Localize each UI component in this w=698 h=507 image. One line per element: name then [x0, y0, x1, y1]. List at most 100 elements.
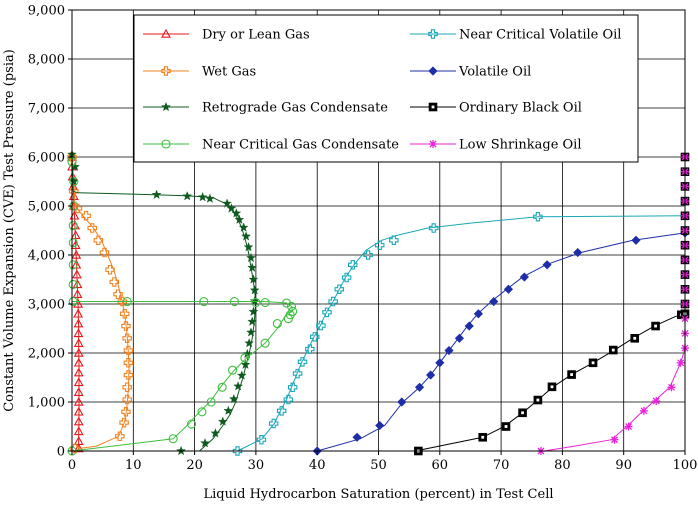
data-point-retrograde-gas-condensate — [231, 208, 242, 218]
legend-label: Low Shrinkage Oil — [459, 138, 582, 153]
data-point-near-critical-gas-condensate — [197, 407, 207, 417]
data-point-retrograde-gas-condensate — [240, 359, 251, 369]
legend-label: Dry or Lean Gas — [202, 28, 310, 43]
data-point-wet-gas — [123, 345, 134, 356]
series-volatile-oil — [312, 228, 690, 456]
data-point-ordinary-black-oil — [608, 345, 618, 355]
y-tick-label: 0 — [57, 445, 65, 460]
data-point-dry-or-lean-gas — [70, 240, 81, 249]
data-point-near-critical-volatile-oil — [322, 307, 332, 318]
data-point-dry-or-lean-gas — [73, 387, 84, 396]
data-point-retrograde-gas-condensate — [241, 231, 252, 241]
data-point-near-critical-gas-condensate — [228, 365, 238, 375]
legend-marker-near-critical-volatile-oil — [428, 29, 438, 39]
data-point-near-critical-gas-condensate — [283, 314, 293, 324]
data-point-dry-or-lean-gas — [73, 396, 84, 406]
data-point-near-critical-volatile-oil — [309, 332, 320, 342]
data-point-near-critical-volatile-oil — [232, 446, 243, 456]
data-point-retrograde-gas-condensate — [234, 214, 245, 224]
data-point-volatile-oil — [375, 420, 385, 431]
legend-marker-dry-or-lean-gas — [161, 28, 171, 38]
data-point-retrograde-gas-condensate — [182, 191, 193, 201]
data-point-volatile-oil — [473, 309, 483, 319]
data-point-dry-or-lean-gas — [73, 416, 84, 426]
data-point-dry-or-lean-gas — [73, 328, 84, 338]
y-tick-label: 2,000 — [28, 347, 65, 362]
data-point-low-shrinkage-oil — [667, 383, 676, 392]
data-point-near-critical-gas-condensate — [217, 382, 227, 392]
data-point-wet-gas — [72, 203, 83, 214]
data-point-volatile-oil — [503, 284, 514, 294]
data-point-retrograde-gas-condensate — [244, 338, 255, 348]
y-tick-label: 1,000 — [28, 396, 65, 411]
data-point-ordinary-black-oil — [567, 370, 576, 379]
data-point-near-critical-gas-condensate — [68, 279, 78, 289]
x-tick-label: 10 — [125, 458, 142, 473]
series-line-volatile-oil — [317, 232, 686, 452]
x-tick-label: 40 — [309, 458, 326, 473]
data-point-near-critical-volatile-oil — [341, 272, 352, 283]
data-point-wet-gas — [81, 211, 91, 221]
data-point-wet-gas — [105, 264, 115, 275]
data-point-ordinary-black-oil — [588, 358, 598, 368]
data-point-dry-or-lean-gas — [73, 298, 84, 308]
data-point-volatile-oil — [454, 333, 464, 343]
data-point-retrograde-gas-condensate — [242, 348, 253, 359]
data-point-volatile-oil — [426, 370, 436, 380]
data-point-retrograde-gas-condensate — [151, 189, 162, 199]
legend-entry-near-critical-gas-condensate: Near Critical Gas Condensate — [143, 138, 399, 153]
legend-entry-retrograde-gas-condensate: Retrograde Gas Condensate — [143, 101, 388, 116]
data-point-dry-or-lean-gas — [72, 289, 83, 298]
data-point-near-critical-volatile-oil — [276, 406, 287, 416]
data-point-near-critical-gas-condensate — [68, 296, 78, 307]
legend-box — [133, 14, 639, 163]
x-tick-label: 0 — [68, 458, 76, 473]
data-point-retrograde-gas-condensate — [236, 370, 247, 380]
data-point-retrograde-gas-condensate — [248, 274, 259, 284]
y-tick-label: 5,000 — [28, 200, 65, 215]
data-point-low-shrinkage-oil — [624, 422, 633, 431]
data-point-near-critical-volatile-oil — [334, 284, 345, 295]
data-point-wet-gas — [109, 277, 120, 287]
data-point-near-critical-gas-condensate — [122, 296, 132, 307]
data-point-dry-or-lean-gas — [72, 279, 83, 289]
data-point-dry-or-lean-gas — [73, 308, 84, 318]
legend-entry-ordinary-black-oil: Ordinary Black Oil — [410, 101, 582, 116]
y-tick-label: 9,000 — [28, 4, 65, 19]
data-point-near-critical-volatile-oil — [533, 212, 543, 222]
legend-marker-low-shrinkage-oil — [429, 140, 437, 148]
series-near-critical-gas-condensate — [67, 157, 298, 456]
data-point-wet-gas — [87, 223, 97, 233]
series-dry-or-lean-gas — [67, 151, 84, 453]
y-tick-label: 4,000 — [28, 249, 65, 264]
data-point-low-shrinkage-oil — [652, 397, 661, 406]
y-axis-label: Constant Volume Expansion (CVE) Test Pre… — [2, 49, 17, 412]
data-point-retrograde-gas-condensate — [238, 222, 249, 232]
data-point-volatile-oil — [352, 432, 362, 442]
data-point-wet-gas — [115, 431, 125, 442]
y-tick-label: 6,000 — [28, 151, 65, 166]
data-point-retrograde-gas-condensate — [249, 295, 260, 306]
data-point-volatile-oil — [489, 296, 499, 307]
legend-label: Retrograde Gas Condensate — [202, 101, 388, 116]
data-point-near-critical-volatile-oil — [328, 296, 338, 307]
legend-entry-wet-gas: Wet Gas — [143, 65, 256, 80]
legend-marker-retrograde-gas-condensate — [161, 101, 171, 112]
data-point-wet-gas — [123, 370, 134, 380]
data-point-volatile-oil — [444, 345, 454, 356]
x-tick-label: 50 — [370, 458, 387, 473]
data-point-volatile-oil — [415, 382, 425, 392]
data-point-wet-gas — [122, 333, 132, 344]
data-point-ordinary-black-oil — [501, 422, 511, 431]
data-point-near-critical-gas-condensate — [199, 296, 209, 307]
data-point-wet-gas — [121, 321, 131, 331]
x-axis-label: Liquid Hydrocarbon Saturation (percent) … — [203, 487, 553, 502]
data-point-near-critical-gas-condensate — [260, 338, 270, 348]
data-point-retrograde-gas-condensate — [247, 262, 258, 272]
data-point-near-critical-gas-condensate — [229, 296, 239, 307]
series-line-low-shrinkage-oil — [543, 154, 686, 452]
x-tick-label: 100 — [673, 458, 698, 473]
data-point-dry-or-lean-gas — [73, 406, 84, 416]
data-point-wet-gas — [99, 247, 110, 258]
